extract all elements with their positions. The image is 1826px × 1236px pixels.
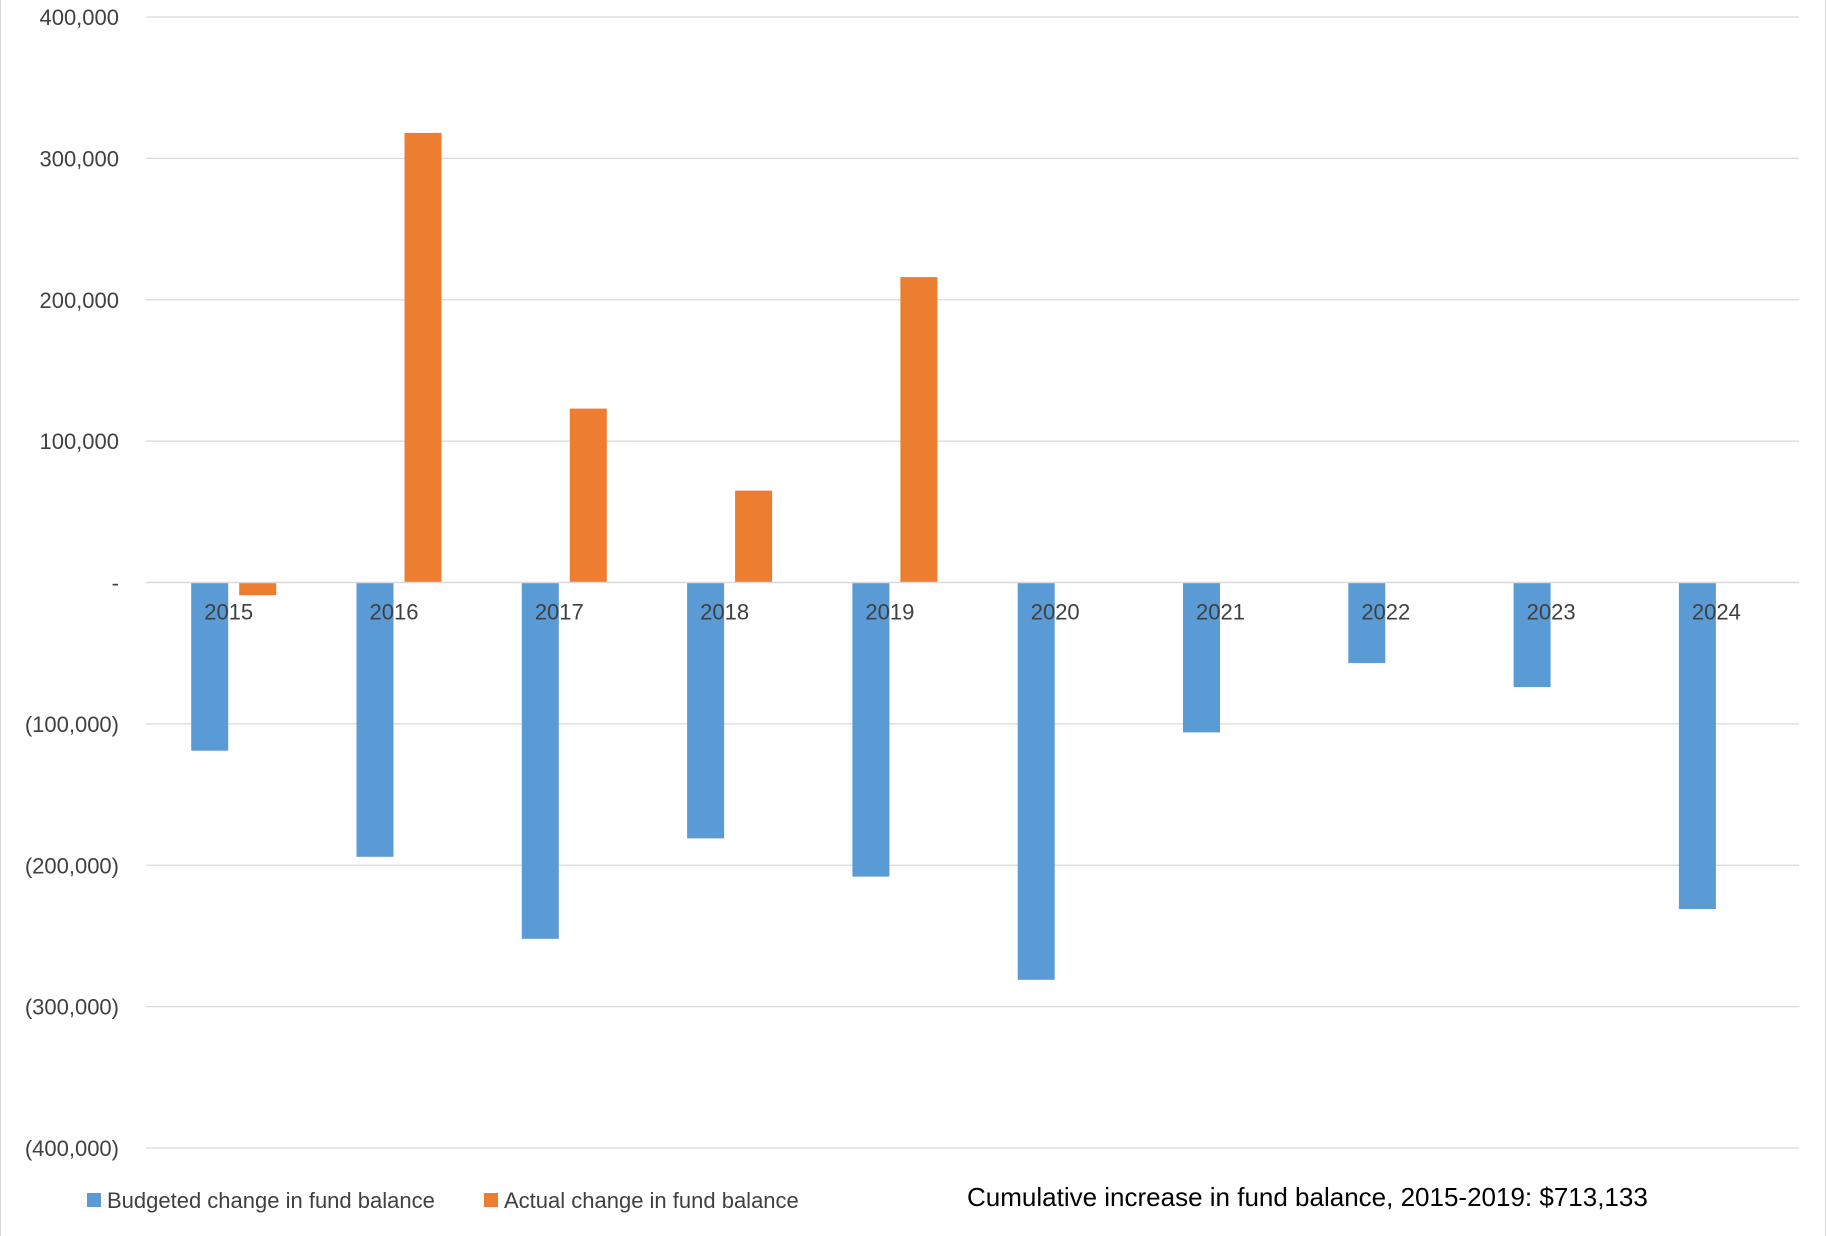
actual-bar: [404, 132, 442, 583]
x-category-label: 2015: [204, 600, 253, 625]
budgeted-bar: [1183, 582, 1220, 733]
y-tick-label: 400,000: [39, 5, 119, 30]
y-tick-label: (400,000): [25, 1136, 119, 1161]
actual-bar: [735, 490, 773, 583]
actual-bar: [900, 277, 938, 583]
y-tick-label: -: [112, 571, 119, 596]
budgeted-bar: [1513, 582, 1551, 688]
bars: [191, 132, 1716, 980]
budgeted-bar: [191, 582, 229, 751]
budgeted-bar: [1017, 582, 1055, 980]
legend-swatch: [484, 1193, 498, 1207]
legend: Budgeted change in fund balance Actual ch…: [87, 1188, 799, 1213]
y-tick-label: (300,000): [25, 995, 119, 1020]
y-tick-label: 200,000: [39, 288, 119, 313]
x-category-label: 2018: [700, 600, 749, 625]
x-category-label: 2023: [1527, 600, 1576, 625]
y-axis-tick-labels: 400,000 300,000 200,000 100,000 - (100,000) (2…: [25, 5, 119, 1161]
x-category-label: 2017: [535, 600, 584, 625]
y-tick-label: (200,000): [25, 853, 119, 878]
actual-bar: [239, 582, 277, 596]
legend-label: Actual change in fund balance: [504, 1188, 799, 1213]
cumulative-increase-note: Cumulative increase in fund balance, 201…: [967, 1182, 1648, 1212]
budgeted-bar: [1678, 582, 1716, 910]
budgeted-bar: [852, 582, 890, 877]
legend-item-budgeted: Budgeted change in fund balance: [87, 1188, 435, 1213]
budgeted-bar: [356, 582, 394, 857]
y-tick-label: 300,000: [39, 146, 119, 171]
x-category-label: 2022: [1361, 600, 1410, 625]
x-category-label: 2019: [865, 600, 914, 625]
x-category-label: 2024: [1692, 600, 1741, 625]
legend-label: Budgeted change in fund balance: [107, 1188, 435, 1213]
actual-bar: [569, 408, 607, 583]
x-axis-category-labels: 2015 2016 2017 2018 2019 2020 2021 2022 2023 2024: [204, 600, 1741, 625]
x-category-label: 2020: [1031, 600, 1080, 625]
y-tick-label: 100,000: [39, 429, 119, 454]
legend-item-actual: Actual change in fund balance: [484, 1188, 799, 1213]
budgeted-bar: [687, 582, 725, 839]
x-category-label: 2016: [370, 600, 419, 625]
y-tick-label: (100,000): [25, 712, 119, 737]
budgeted-bar: [521, 582, 559, 939]
x-category-label: 2021: [1196, 600, 1245, 625]
legend-swatch: [87, 1193, 101, 1207]
budgeted-bar: [1348, 582, 1386, 664]
